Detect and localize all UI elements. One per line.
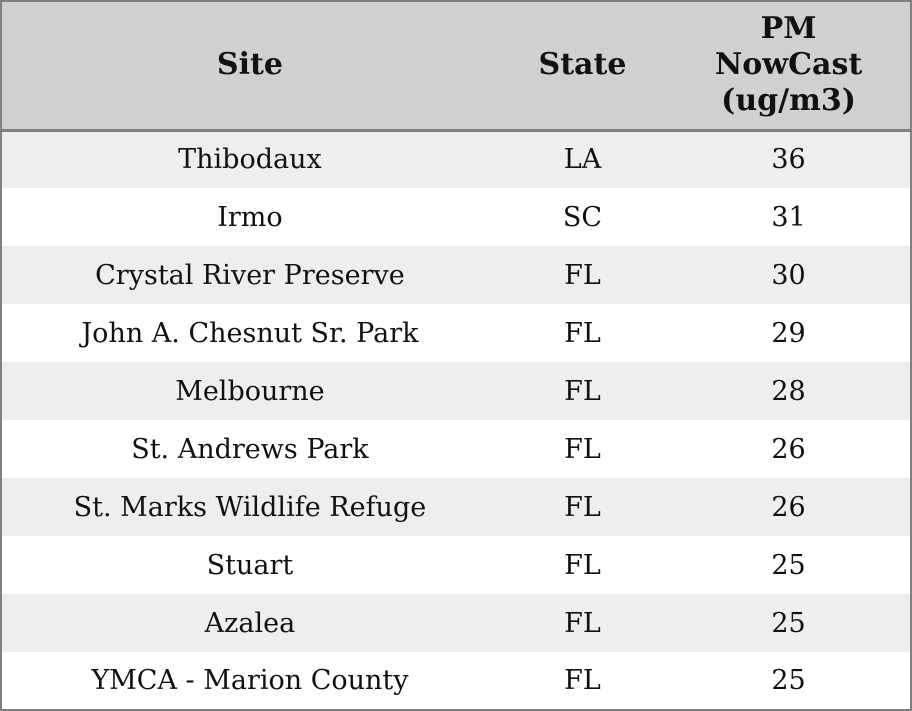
table-row: YMCA - Marion County FL 25	[1, 652, 911, 710]
table-row: Azalea FL 25	[1, 594, 911, 652]
column-header-state-label: State	[538, 47, 627, 83]
state-cell: FL	[564, 317, 601, 349]
site-cell: St. Marks Wildlife Refuge	[73, 491, 427, 523]
site-cell: Azalea	[204, 607, 296, 639]
table-row: Irmo SC 31	[1, 188, 911, 246]
state-cell: FL	[564, 491, 601, 523]
header-row: Site State PM NowCast (ug/m3)	[1, 1, 911, 132]
state-cell: FL	[564, 607, 601, 639]
column-header-site: Site	[1, 1, 498, 132]
state-cell: FL	[564, 433, 601, 465]
table-row: St. Marks Wildlife Refuge FL 26	[1, 478, 911, 536]
column-header-pm-nowcast: PM NowCast (ug/m3)	[667, 1, 911, 132]
pm-nowcast-cell: 25	[771, 665, 806, 696]
column-header-state: State	[497, 1, 668, 132]
site-cell: Irmo	[217, 201, 283, 233]
pm-nowcast-cell: 29	[771, 317, 806, 349]
table-row: Crystal River Preserve FL 30	[1, 246, 911, 304]
site-cell: YMCA - Marion County	[91, 665, 409, 696]
table-row: St. Andrews Park FL 26	[1, 420, 911, 478]
site-cell: St. Andrews Park	[131, 433, 369, 465]
pm-nowcast-cell: 30	[771, 259, 806, 291]
pm-nowcast-cell: 36	[771, 144, 806, 176]
site-cell: Stuart	[206, 549, 294, 581]
state-cell: FL	[564, 375, 601, 407]
pm-nowcast-cell: 28	[771, 375, 806, 407]
site-cell: Crystal River Preserve	[95, 259, 405, 291]
state-cell: FL	[564, 549, 601, 581]
pm-nowcast-cell: 25	[771, 549, 806, 581]
table-header: Site State PM NowCast (ug/m3)	[1, 1, 911, 132]
pm-nowcast-cell: 31	[771, 201, 806, 233]
table-row: John A. Chesnut Sr. Park FL 29	[1, 304, 911, 362]
table-row: Melbourne FL 28	[1, 362, 911, 420]
table-row: Thibodaux LA 36	[1, 130, 911, 188]
site-cell: Thibodaux	[178, 144, 322, 176]
state-cell: FL	[564, 259, 601, 291]
table-body: Thibodaux LA 36 Irmo SC 31 Crystal River Prese…	[1, 130, 911, 710]
pm-nowcast-cell: 26	[771, 433, 806, 465]
table-row: Stuart FL 25	[1, 536, 911, 594]
state-cell: FL	[564, 665, 601, 696]
state-cell: SC	[562, 201, 603, 233]
site-cell: John A. Chesnut Sr. Park	[81, 317, 419, 349]
state-cell: LA	[563, 144, 602, 176]
pm-nowcast-cell: 26	[771, 491, 806, 523]
pm-nowcast-cell: 25	[771, 607, 806, 639]
site-cell: Melbourne	[175, 375, 325, 407]
column-header-pm-nowcast-label: PM NowCast (ug/m3)	[714, 11, 863, 119]
column-header-site-label: Site	[216, 47, 283, 83]
